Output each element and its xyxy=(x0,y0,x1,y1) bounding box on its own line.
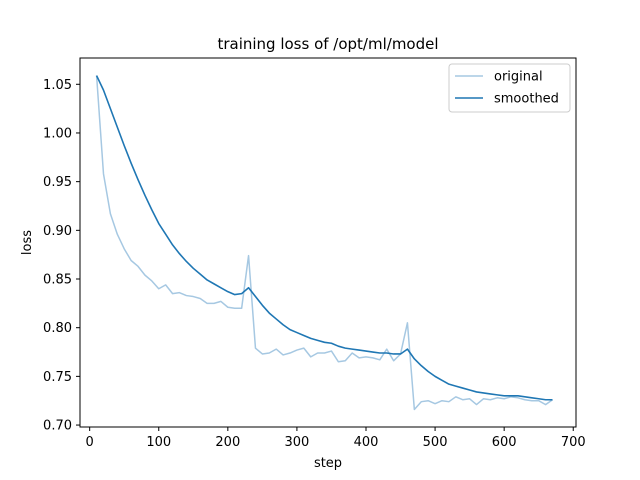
y-tick-label: 1.05 xyxy=(43,78,72,93)
y-tick-label: 1.00 xyxy=(43,126,72,141)
x-tick-label: 200 xyxy=(215,435,240,450)
x-axis-label: step xyxy=(314,456,342,471)
x-tick-label: 500 xyxy=(423,435,448,450)
y-tick-label: 0.95 xyxy=(43,175,72,190)
y-tick-label: 0.80 xyxy=(43,321,72,336)
legend-label-original: original xyxy=(494,70,543,85)
x-tick-label: 400 xyxy=(354,435,379,450)
plot-lines xyxy=(95,75,553,411)
x-axis: 0 100 200 300 400 500 600 700 xyxy=(86,427,586,450)
y-tick-label: 0.90 xyxy=(43,224,72,239)
y-tick-label: 0.70 xyxy=(43,419,72,434)
x-tick-label: 100 xyxy=(146,435,171,450)
x-tick-label: 600 xyxy=(492,435,517,450)
x-tick-label: 300 xyxy=(284,435,309,450)
x-tick-label: 0 xyxy=(86,435,94,450)
series-line-original xyxy=(95,75,553,411)
chart-title: training loss of /opt/ml/model xyxy=(217,35,438,53)
plot-frame xyxy=(79,57,577,428)
legend-label-smoothed: smoothed xyxy=(494,92,559,107)
y-axis-label: loss xyxy=(20,230,35,255)
legend: original smoothed xyxy=(448,63,571,113)
series-line-smoothed xyxy=(95,75,553,401)
x-tick-label: 700 xyxy=(561,435,586,450)
y-axis: 0.70 0.75 0.80 0.85 0.90 0.95 1.00 1.05 xyxy=(43,78,80,434)
y-tick-label: 0.85 xyxy=(43,273,72,288)
y-tick-label: 0.75 xyxy=(43,370,72,385)
